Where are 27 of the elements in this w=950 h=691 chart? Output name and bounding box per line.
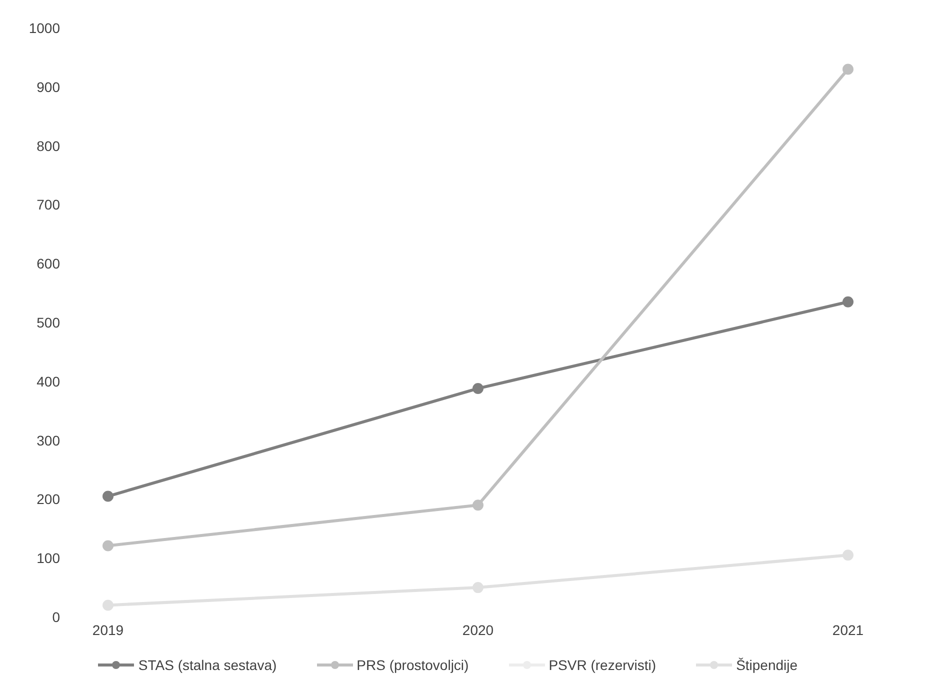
legend-label: Štipendije	[736, 657, 798, 673]
point	[472, 500, 484, 511]
x-tick-label: 2019	[92, 622, 124, 638]
x-tick-label: 2021	[832, 622, 864, 638]
y-tick-label: 700	[36, 196, 60, 213]
y-tick-label: 900	[36, 78, 60, 95]
y-tick-label: 300	[36, 432, 60, 448]
point	[102, 540, 114, 552]
y-tick-label: 1000	[28, 20, 60, 36]
legend-label: STAS (stalna sestava)	[138, 657, 277, 673]
y-tick-label: 400	[36, 373, 60, 390]
y-tick-label: 100	[36, 550, 60, 566]
point	[842, 64, 854, 75]
point	[102, 600, 114, 611]
y-tick-label: 600	[36, 256, 60, 272]
y-tick-label: 0	[52, 608, 60, 625]
legend-label: PRS (prostovoljci)	[356, 657, 469, 673]
point	[472, 382, 484, 394]
y-tick-label: 800	[36, 138, 60, 154]
point	[842, 296, 854, 308]
point	[842, 550, 854, 561]
legend-label: PSVR (rezervisti)	[548, 657, 656, 673]
point	[472, 582, 484, 594]
point	[102, 490, 114, 502]
y-tick-label: 500	[36, 314, 60, 330]
x-tick-label: 2020	[462, 622, 494, 638]
y-tick-label: 200	[36, 491, 60, 508]
